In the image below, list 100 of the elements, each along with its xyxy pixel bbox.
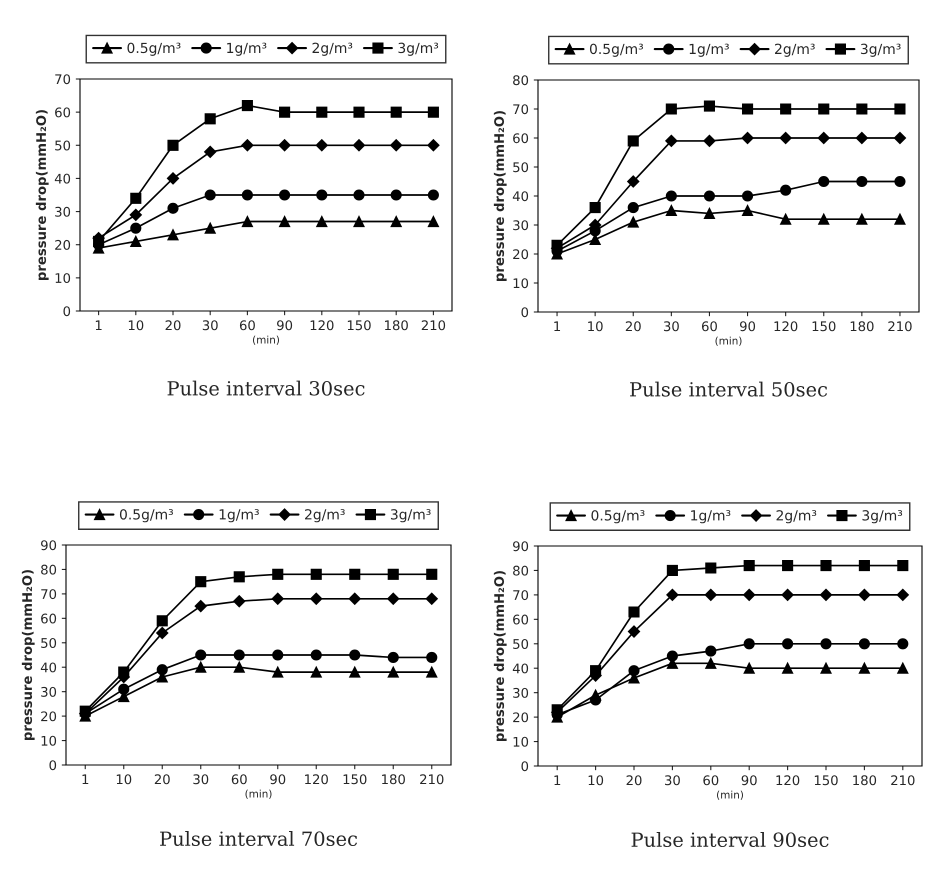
- x-tick-label: 120: [305, 774, 328, 784]
- text: Pulse interval 50sec: [630, 382, 828, 397]
- legend-label: 2g/m³: [775, 44, 815, 57]
- x-tick-label: 180: [385, 320, 408, 330]
- x-tick-label: 150: [344, 774, 366, 784]
- x-tick-label: 30: [664, 321, 679, 332]
- x-tick-label: 90: [740, 321, 756, 332]
- legend-label: 3g/m³: [390, 509, 431, 522]
- x-tick-label: 10: [588, 775, 604, 786]
- y-tick-label: 70: [41, 589, 56, 600]
- x-tick-label: 60: [232, 774, 247, 784]
- x-tick-label: 20: [166, 320, 181, 330]
- y-tick-label: 50: [41, 638, 56, 648]
- y-tick-label: 20: [513, 712, 528, 722]
- x-tick-label: 180: [382, 774, 405, 784]
- y-tick-label: 0: [49, 760, 56, 770]
- y-tick-label: 80: [513, 75, 528, 86]
- x-tick-label: 60: [703, 775, 718, 786]
- legend-label: 1g/m³: [690, 44, 729, 57]
- x-tick-label: 120: [776, 775, 800, 786]
- y-tick-label: 10: [514, 278, 528, 288]
- x-tick-label: 150: [348, 320, 371, 330]
- legend-label: 3g/m³: [862, 510, 902, 524]
- y-tick-label: 60: [513, 614, 528, 625]
- y-tick-label: 10: [56, 273, 70, 284]
- x-tick-label: 30: [665, 775, 680, 786]
- y-tick-label: 60: [55, 107, 70, 118]
- x-tick-label: 10: [116, 774, 132, 784]
- y-tick-label: 0: [521, 761, 528, 772]
- x-tick-label: 1: [82, 774, 88, 784]
- legend-label: 2g/m³: [776, 510, 816, 524]
- legend-label: 2g/m³: [312, 42, 352, 56]
- y-axis-title: pressure drop(mmH₂O): [494, 571, 507, 741]
- x-tick-label: 60: [240, 320, 255, 330]
- y-tick-label: 40: [512, 191, 528, 202]
- x-tick-label: 20: [626, 321, 641, 332]
- y-tick-label: 50: [513, 162, 528, 172]
- y-tick-label: 60: [513, 133, 528, 144]
- legend-label: 1g/m³: [691, 510, 730, 524]
- y-tick-label: 70: [513, 590, 528, 600]
- legend-label: 1g/m³: [220, 509, 259, 522]
- y-tick-label: 0: [63, 306, 70, 316]
- x-tick-label: 210: [420, 774, 444, 784]
- y-tick-label: 0: [521, 307, 528, 318]
- text: Pulse interval 30sec: [168, 380, 365, 396]
- text: Pulse interval 70sec: [160, 831, 358, 846]
- y-axis-title: pressure drop(mmH₂O): [494, 111, 507, 281]
- x-tick-label: 60: [702, 321, 717, 332]
- y-tick-label: 30: [513, 220, 528, 230]
- y-tick-label: 40: [40, 662, 56, 672]
- y-tick-label: 40: [54, 174, 70, 184]
- x-tick-label: 90: [277, 320, 292, 330]
- y-axis-title: pressure drop(mmH₂O): [22, 570, 35, 740]
- y-tick-label: 60: [41, 614, 56, 624]
- x-axis-title: (min): [253, 336, 279, 345]
- y-tick-label: 70: [55, 74, 70, 84]
- y-tick-label: 20: [513, 249, 528, 260]
- legend-label: 2g/m³: [305, 509, 345, 522]
- y-tick-label: 80: [41, 564, 56, 575]
- x-tick-label: 1: [554, 775, 560, 786]
- x-tick-label: 120: [310, 320, 334, 330]
- y-tick-label: 20: [41, 711, 56, 722]
- y-tick-label: 90: [41, 540, 56, 550]
- x-tick-label: 150: [814, 775, 838, 786]
- legend-label: 0.5g/m³: [127, 42, 180, 56]
- x-tick-label: 1: [554, 321, 560, 332]
- y-tick-label: 50: [513, 639, 528, 649]
- legend-label: 0.5g/m³: [590, 44, 643, 57]
- y-tick-label: 30: [513, 688, 528, 698]
- x-tick-label: 30: [202, 320, 218, 330]
- x-axis-title: (min): [717, 790, 743, 800]
- legend-label: 0.5g/m³: [591, 510, 644, 524]
- y-tick-label: 50: [55, 140, 70, 150]
- legend-label: 3g/m³: [398, 42, 438, 56]
- x-axis-title: (min): [716, 336, 742, 346]
- y-tick-label: 30: [55, 206, 70, 217]
- y-tick-label: 90: [513, 541, 528, 552]
- x-tick-label: 120: [774, 321, 798, 332]
- x-tick-label: 180: [850, 321, 874, 332]
- legend-label: 3g/m³: [860, 44, 901, 57]
- x-tick-label: 20: [626, 775, 642, 786]
- y-tick-label: 30: [41, 686, 56, 697]
- y-tick-label: 20: [55, 240, 70, 250]
- x-tick-label: 90: [742, 775, 757, 786]
- y-tick-label: 70: [513, 104, 528, 114]
- x-tick-label: 20: [154, 774, 170, 784]
- x-tick-label: 210: [422, 320, 446, 330]
- y-tick-label: 80: [513, 566, 528, 576]
- y-tick-label: 10: [42, 736, 56, 746]
- x-tick-label: 10: [128, 320, 144, 330]
- legend-label: 1g/m³: [227, 42, 266, 56]
- x-tick-label: 1: [96, 320, 102, 330]
- text: Pulse interval 90sec: [632, 832, 829, 848]
- x-tick-label: 30: [193, 774, 208, 784]
- x-tick-label: 90: [270, 774, 286, 784]
- x-tick-label: 180: [853, 775, 876, 786]
- y-tick-label: 10: [514, 736, 528, 747]
- x-tick-label: 210: [888, 321, 912, 332]
- x-tick-label: 150: [812, 321, 836, 332]
- x-tick-label: 210: [891, 775, 915, 786]
